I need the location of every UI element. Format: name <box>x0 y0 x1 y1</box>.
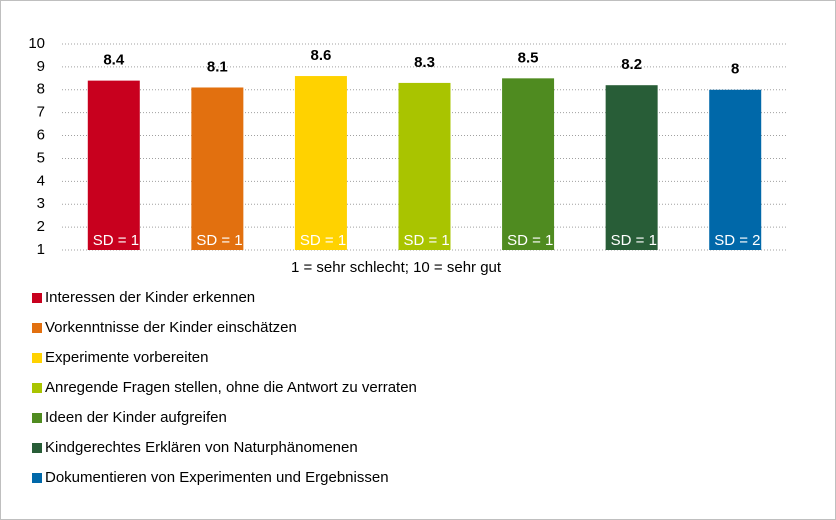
legend-swatch <box>32 353 42 363</box>
value-label: 8 <box>731 61 739 78</box>
y-tick-label: 5 <box>37 149 45 166</box>
legend-label: Kindgerechtes Erklären von Naturphänomen… <box>45 439 358 456</box>
y-tick-label: 8 <box>37 81 45 98</box>
sd-label: SD = 2.7 <box>714 232 773 249</box>
bar <box>502 78 555 250</box>
bar <box>294 76 347 251</box>
legend-swatch <box>32 473 42 483</box>
legend-swatch <box>32 383 42 393</box>
bar <box>709 89 762 251</box>
value-label: 8.6 <box>310 47 331 64</box>
value-label: 8.1 <box>207 58 228 75</box>
x-axis-label: 1 = sehr schlecht; 10 = sehr gut <box>291 259 502 276</box>
value-label: 8.3 <box>414 54 435 71</box>
legend-label: Dokumentieren von Experimenten und Ergeb… <box>45 469 389 486</box>
legend-swatch <box>32 413 42 423</box>
value-label: 8.2 <box>621 56 642 73</box>
legend-label: Interessen der Kinder erkennen <box>45 289 255 306</box>
y-tick-label: 10 <box>28 35 45 52</box>
y-tick-label: 1 <box>37 241 45 258</box>
y-tick-label: 3 <box>37 195 45 212</box>
y-tick-label: 9 <box>37 58 45 75</box>
bar <box>398 82 451 251</box>
bar <box>191 87 244 250</box>
bar <box>605 85 658 250</box>
value-label: 8.5 <box>518 49 539 66</box>
sd-label: SD = 1.7 <box>196 232 255 249</box>
sd-label: SD = 1.8 <box>611 232 670 249</box>
y-tick-label: 4 <box>37 172 45 189</box>
legend-swatch <box>32 293 42 303</box>
legend-swatch <box>32 443 42 453</box>
y-tick-label: 2 <box>37 218 45 235</box>
y-tick-label: 6 <box>37 127 45 144</box>
legend-label: Ideen der Kinder aufgreifen <box>45 409 227 426</box>
legend-label: Anregende Fragen stellen, ohne die Antwo… <box>45 379 417 396</box>
sd-label: SD = 1.7 <box>300 232 359 249</box>
legend-swatch <box>32 323 42 333</box>
bar <box>87 80 140 250</box>
sd-label: SD = 1.6 <box>507 232 566 249</box>
legend-label: Experimente vorbereiten <box>45 349 208 366</box>
sd-label: SD = 1.8 <box>404 232 463 249</box>
legend-label: Vorkenntnisse der Kinder einschätzen <box>45 319 297 336</box>
sd-label: SD = 1.5 <box>93 232 152 249</box>
value-label: 8.4 <box>103 52 125 69</box>
y-tick-label: 7 <box>37 104 45 121</box>
